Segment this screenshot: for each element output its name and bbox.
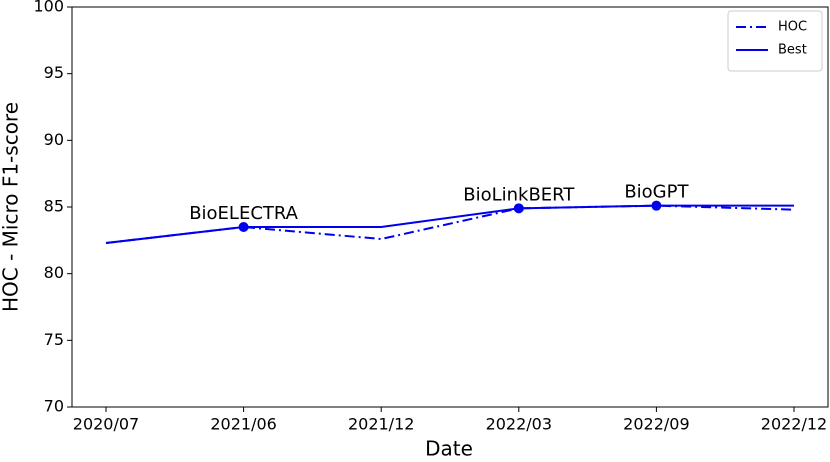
y-axis-label: HOC - Micro F1-score	[0, 102, 23, 312]
x-tick-label: 2022/12	[761, 415, 827, 434]
y-tick-label: 85	[44, 197, 64, 216]
x-tick-label: 2022/09	[623, 415, 689, 434]
annotation-label: BioELECTRA	[189, 203, 298, 224]
legend-label: HOC	[778, 20, 807, 35]
legend-label: Best	[778, 43, 807, 58]
legend-box	[727, 10, 823, 72]
plot-frame	[71, 6, 829, 408]
x-tick-label: 2021/12	[348, 415, 414, 434]
x-tick-label: 2022/03	[486, 415, 552, 434]
y-tick-label: 100	[33, 0, 64, 16]
y-tick-label: 75	[44, 330, 64, 349]
annotation-marker	[513, 203, 524, 214]
y-tick-label: 80	[44, 263, 64, 282]
x-axis-label: Date	[425, 437, 473, 461]
annotation-marker	[238, 222, 249, 232]
y-tick-label: 95	[44, 63, 64, 82]
x-tick-label: 2021/06	[210, 415, 276, 434]
x-tick-label: 2020/07	[73, 415, 139, 434]
y-tick-label: 90	[44, 130, 64, 149]
annotation-label: BioGPT	[624, 182, 689, 203]
annotation-label: BioLinkBERT	[463, 184, 575, 205]
series-line	[105, 204, 794, 244]
y-tick-label: 70	[44, 397, 64, 416]
annotation-marker	[651, 200, 662, 211]
